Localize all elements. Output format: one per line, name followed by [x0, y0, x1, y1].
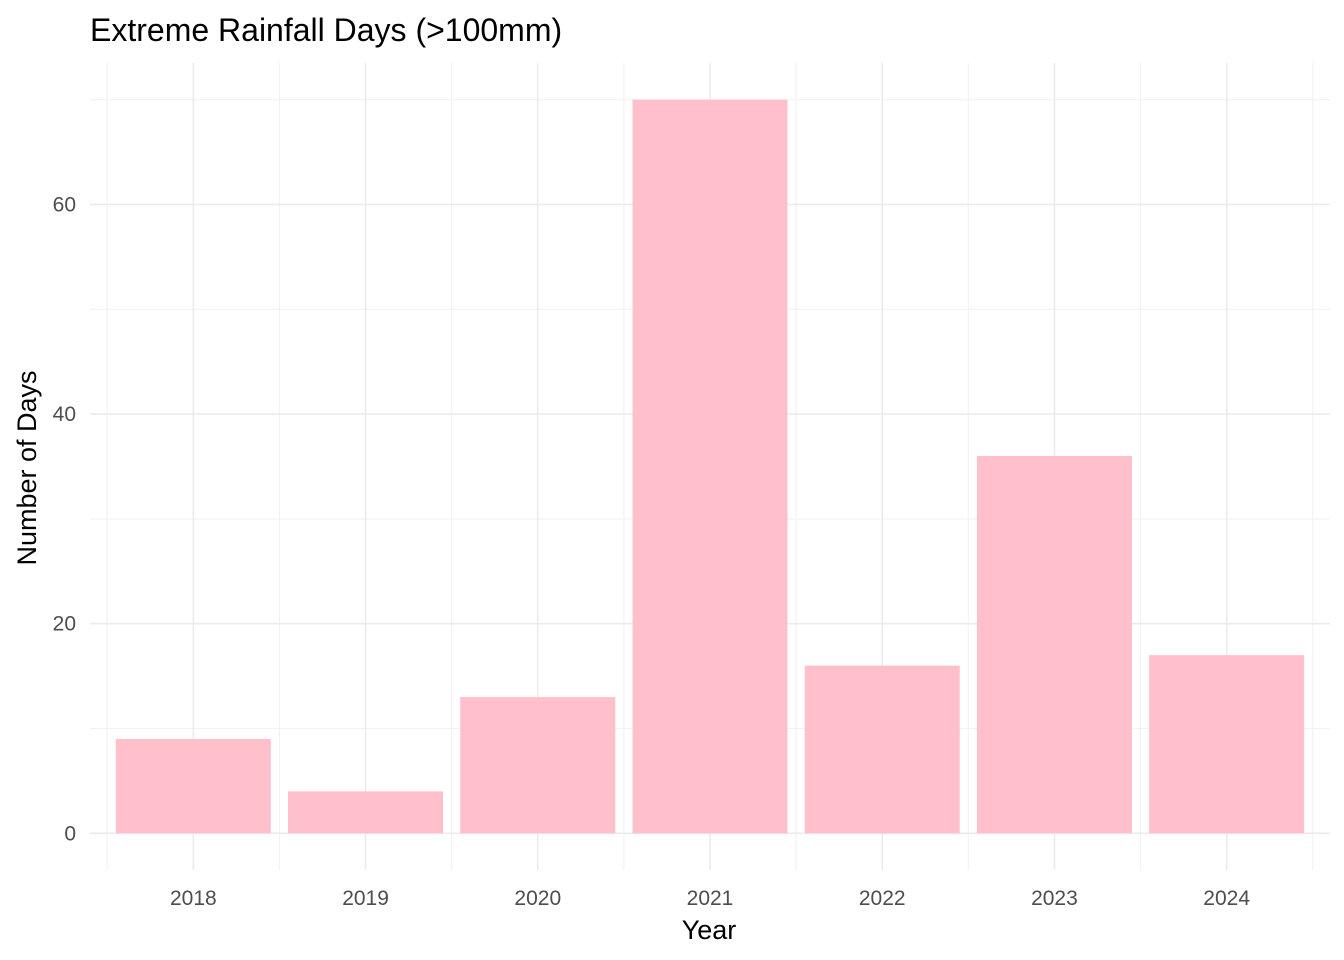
- bar-2022: [804, 665, 960, 834]
- x-tick-label: 2018: [170, 887, 217, 910]
- x-tick-label: 2022: [859, 887, 906, 910]
- y-axis-tick-labels: 0 20 40 60: [53, 193, 76, 845]
- x-axis-title: Year: [682, 915, 737, 945]
- bar-2019: [288, 791, 444, 834]
- y-tick-label: 20: [53, 613, 76, 636]
- x-tick-label: 2023: [1031, 887, 1078, 910]
- x-tick-label: 2019: [342, 887, 389, 910]
- bar-2023: [976, 456, 1132, 834]
- bar-2018: [115, 738, 271, 834]
- bars: [115, 99, 1305, 834]
- x-axis-tick-labels: 2018 2019 2020 2021 2022 2023 2024: [170, 887, 1250, 910]
- bar-2024: [1149, 655, 1305, 834]
- x-tick-label: 2024: [1203, 887, 1250, 910]
- bar-2021: [632, 99, 788, 834]
- x-tick-label: 2021: [687, 887, 734, 910]
- bar-2020: [460, 697, 616, 834]
- y-tick-label: 60: [53, 193, 76, 216]
- x-tick-label: 2020: [514, 887, 561, 910]
- y-tick-label: 0: [64, 822, 76, 845]
- chart-title: Extreme Rainfall Days (>100mm): [90, 12, 562, 48]
- y-axis-title: Number of Days: [12, 370, 42, 565]
- y-tick-label: 40: [53, 403, 76, 426]
